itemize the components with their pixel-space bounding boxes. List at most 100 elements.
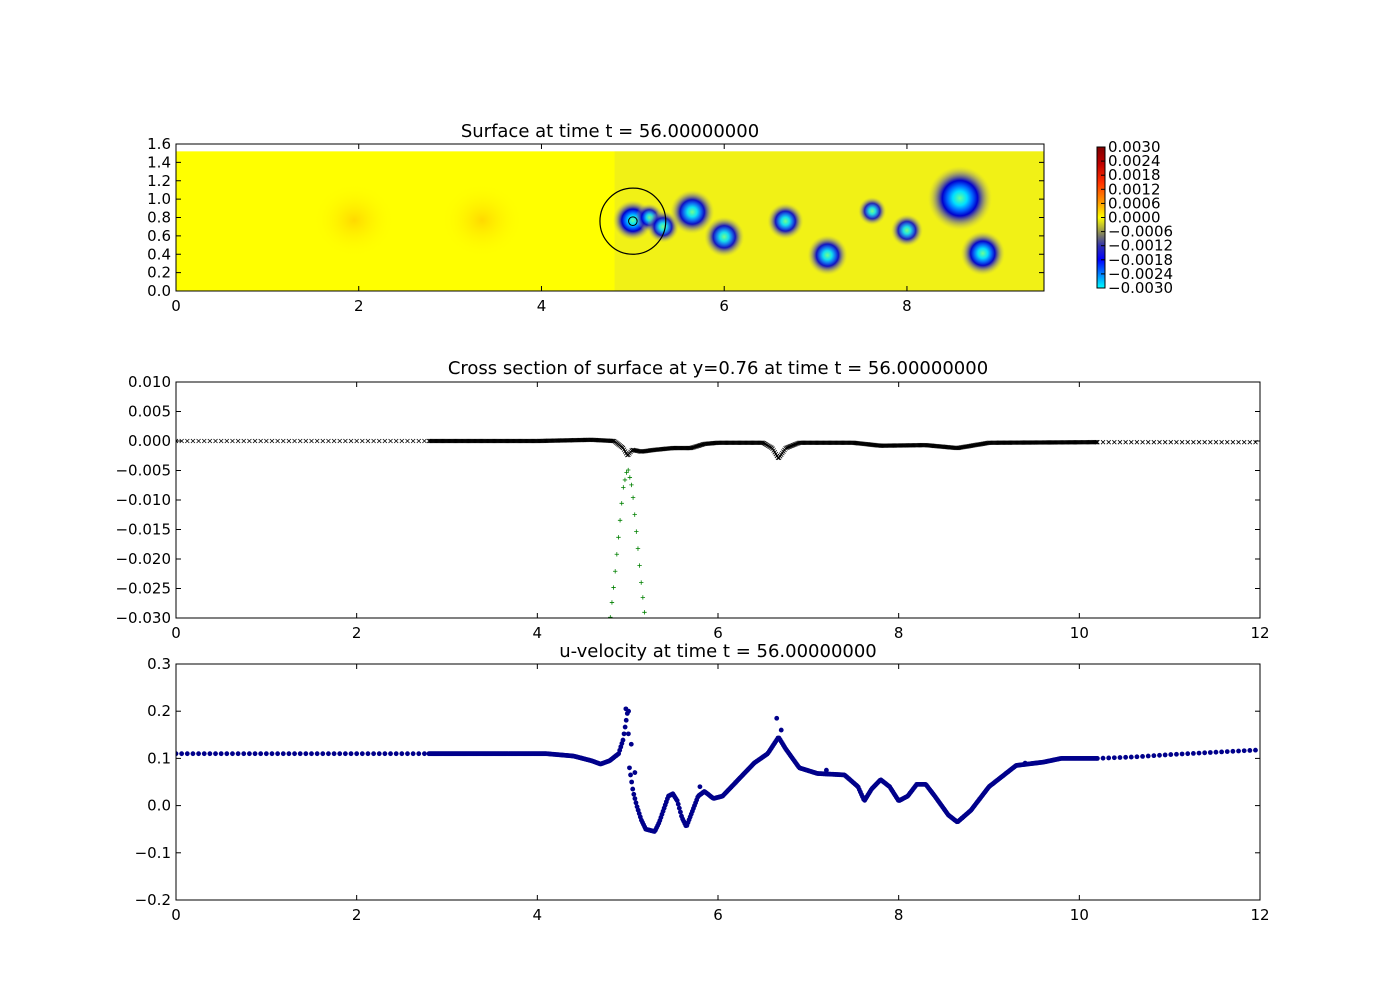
velocity-point xyxy=(1213,749,1219,755)
velocity-point xyxy=(1168,752,1174,757)
velocity-point xyxy=(1145,753,1151,759)
surface-marker xyxy=(1191,439,1196,445)
velocity-point xyxy=(422,751,427,757)
x-tick-label: 6 xyxy=(719,297,729,315)
velocity-point xyxy=(309,751,314,757)
x-tick-label: 10 xyxy=(1070,906,1089,924)
colorbar-tick-label: −0.0018 xyxy=(1108,251,1173,269)
y-tick-label: 1.4 xyxy=(147,153,171,171)
velocity-point xyxy=(337,751,343,757)
velocity-point xyxy=(382,751,388,757)
velocity-point xyxy=(1117,755,1123,760)
y-tick-label: −0.005 xyxy=(115,462,171,480)
body-shape-marker xyxy=(650,684,654,688)
body-shape-marker xyxy=(622,477,628,483)
surface-marker xyxy=(292,438,297,444)
surface-marker xyxy=(258,438,263,444)
surface-marker xyxy=(264,438,269,444)
x-tick-label: 2 xyxy=(352,906,362,924)
positive-bump xyxy=(440,183,524,258)
velocity-point xyxy=(269,751,275,757)
body-shape-marker xyxy=(629,482,634,488)
velocity-point xyxy=(303,751,309,757)
velocity-point xyxy=(1134,754,1140,760)
surface-marker xyxy=(1100,439,1106,445)
velocity-point xyxy=(1094,756,1100,761)
surface-marker xyxy=(326,438,331,444)
surface-depression xyxy=(704,216,745,257)
surface-depression xyxy=(646,210,680,243)
velocity-point xyxy=(314,751,320,757)
surface-marker xyxy=(179,438,184,444)
surface-depression xyxy=(807,235,848,276)
surface-marker xyxy=(320,438,326,444)
heatmap-y-ticks: 0.00.20.40.60.81.01.21.41.6 xyxy=(147,135,1044,300)
surface-marker xyxy=(371,438,376,444)
velocity-point xyxy=(190,751,196,757)
u-velocity-frame xyxy=(175,663,1261,901)
surface-marker xyxy=(1196,439,1202,445)
surface-marker xyxy=(376,438,382,444)
surface-marker xyxy=(354,438,359,444)
surface-depression xyxy=(960,231,1005,276)
body-shape-marker xyxy=(644,625,648,629)
surface-marker xyxy=(1094,439,1099,445)
velocity-point xyxy=(675,801,681,807)
y-tick-label: −0.2 xyxy=(135,891,171,909)
velocity-point xyxy=(410,751,416,757)
surface-marker xyxy=(1230,439,1236,445)
velocity-point xyxy=(774,715,780,721)
velocity-point xyxy=(1253,747,1258,753)
body-shape-marker xyxy=(627,475,633,480)
velocity-point xyxy=(297,751,303,757)
surface-marker xyxy=(1185,439,1191,445)
surface-marker xyxy=(207,438,213,444)
u-velocity-y-ticks: −0.2 −0.1 0.0 0.1 0.2 0.3 xyxy=(135,655,1260,909)
body-shape-marker xyxy=(626,467,631,473)
surface-depression xyxy=(670,189,715,235)
velocity-point xyxy=(1157,752,1162,758)
velocity-point xyxy=(348,751,354,757)
positive-bump xyxy=(313,183,396,258)
body-shape-marker xyxy=(649,670,653,674)
heatmap-x-ticks: 0 2 4 6 8 xyxy=(171,144,912,315)
surface-marker xyxy=(348,438,354,444)
surface-marker xyxy=(1117,439,1123,445)
velocity-point xyxy=(697,784,703,790)
surface-marker xyxy=(1093,439,1098,445)
body-shape-marker xyxy=(637,563,642,568)
body-shape-marker xyxy=(630,495,636,500)
surface-marker xyxy=(280,438,286,444)
surface-marker xyxy=(393,438,399,444)
velocity-point xyxy=(365,751,371,757)
body-shape-marker xyxy=(632,512,637,517)
surface-marker xyxy=(241,438,247,444)
surface-marker xyxy=(1219,439,1224,445)
surface-marker xyxy=(247,438,252,444)
y-tick-label: 0.0 xyxy=(147,797,171,815)
x-tick-label: 6 xyxy=(713,624,723,642)
velocity-point xyxy=(405,751,410,757)
velocity-point xyxy=(393,751,399,757)
velocity-point xyxy=(179,751,185,757)
y-tick-label: 0.3 xyxy=(147,655,171,673)
velocity-point xyxy=(286,751,292,757)
velocity-point xyxy=(1174,751,1179,757)
velocity-point xyxy=(280,751,286,757)
surface-marker xyxy=(252,438,258,444)
x-tick-label: 4 xyxy=(533,624,543,642)
velocity-point xyxy=(633,800,639,806)
heatmap-bumps xyxy=(313,183,524,258)
velocity-point xyxy=(201,751,207,757)
surface-title: Surface at time t = 56.00000000 xyxy=(461,121,759,142)
surface-marker xyxy=(224,438,230,444)
body-shape-marker xyxy=(608,615,613,618)
colorbar-tick-label: 0.0024 xyxy=(1108,152,1161,170)
surface-marker xyxy=(1213,439,1219,445)
y-tick-label: 0.2 xyxy=(147,264,171,282)
velocity-point xyxy=(388,751,393,757)
y-tick-label: 0.000 xyxy=(128,432,171,450)
velocity-point xyxy=(824,767,829,773)
velocity-point xyxy=(176,751,179,757)
velocity-point xyxy=(676,805,682,811)
